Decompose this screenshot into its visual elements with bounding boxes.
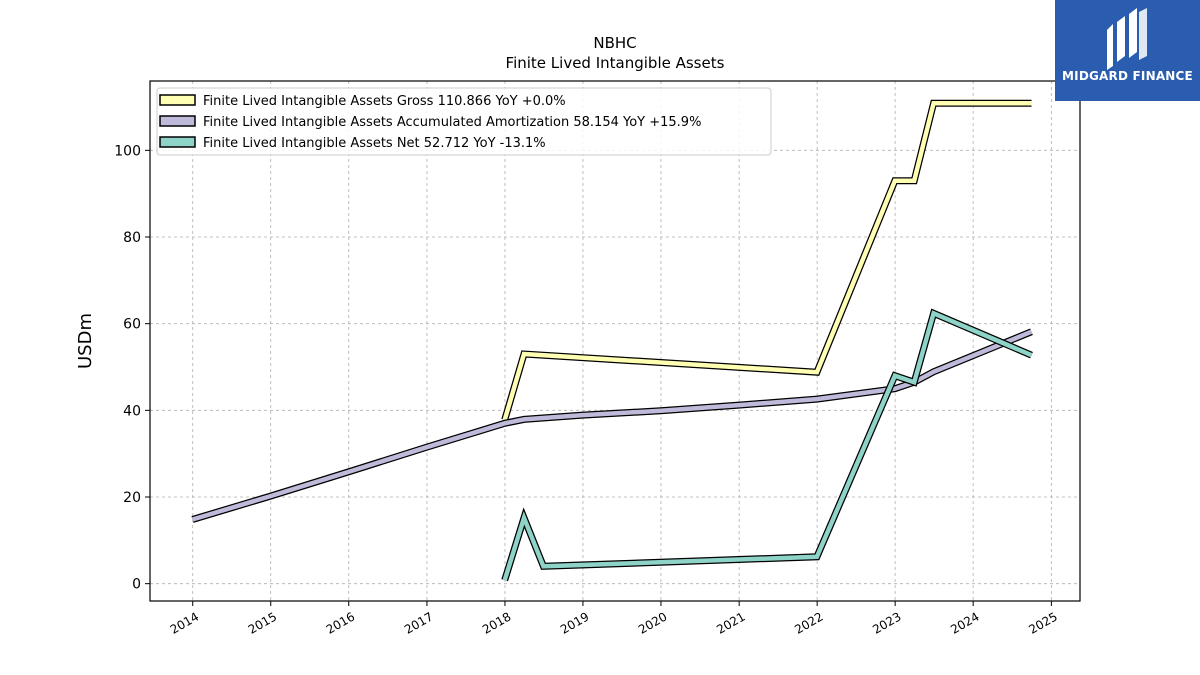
brand-logo: MIDGARD FINANCE xyxy=(1055,0,1200,101)
x-tick-label: 2021 xyxy=(714,609,747,636)
x-tick-label: 2017 xyxy=(402,609,435,636)
series-2-outline xyxy=(501,308,1033,582)
legend: Finite Lived Intangible Assets Gross 110… xyxy=(156,87,772,156)
legend-label-0: Finite Lived Intangible Assets Gross 110… xyxy=(203,94,566,109)
x-tick-label: 2016 xyxy=(324,609,357,636)
plot-frame xyxy=(149,80,1081,602)
x-tick-label: 2014 xyxy=(168,609,201,636)
y-tick-label: 20 xyxy=(123,490,141,506)
legend-swatch-2 xyxy=(159,136,196,148)
grid xyxy=(150,81,1080,601)
series-0-line xyxy=(502,100,1032,421)
y-tick-label: 100 xyxy=(114,143,141,159)
x-tick-label: 2018 xyxy=(480,609,513,636)
legend-swatch-1 xyxy=(159,115,196,127)
legend-swatch-0 xyxy=(159,94,196,106)
y-tick-label: 60 xyxy=(123,317,141,333)
y-tick-label: 80 xyxy=(123,230,141,246)
legend-label-1: Finite Lived Intangible Assets Accumulat… xyxy=(203,115,701,130)
x-tick-label: 2024 xyxy=(948,609,981,636)
logo-mark-icon xyxy=(1107,8,1147,70)
x-tick-label: 2019 xyxy=(558,609,591,636)
y-axis-label: USDm xyxy=(75,313,96,369)
y-tick-label: 40 xyxy=(123,403,141,419)
x-tick-label: 2025 xyxy=(1026,609,1059,636)
series-2-line xyxy=(502,310,1033,581)
legend-label-2: Finite Lived Intangible Assets Net 52.71… xyxy=(203,136,546,151)
legend-box xyxy=(156,87,772,156)
x-tick-label: 2020 xyxy=(636,609,669,636)
y-tick-label: 0 xyxy=(132,577,141,593)
chart-title: NBHC xyxy=(593,34,636,52)
series-lines xyxy=(191,99,1033,582)
x-tick-label: 2022 xyxy=(792,609,825,636)
logo-text: MIDGARD FINANCE xyxy=(1062,69,1193,83)
chart-subtitle: Finite Lived Intangible Assets xyxy=(506,54,725,72)
x-tick-label: 2015 xyxy=(246,609,279,636)
x-tick-label: 2023 xyxy=(870,609,903,636)
